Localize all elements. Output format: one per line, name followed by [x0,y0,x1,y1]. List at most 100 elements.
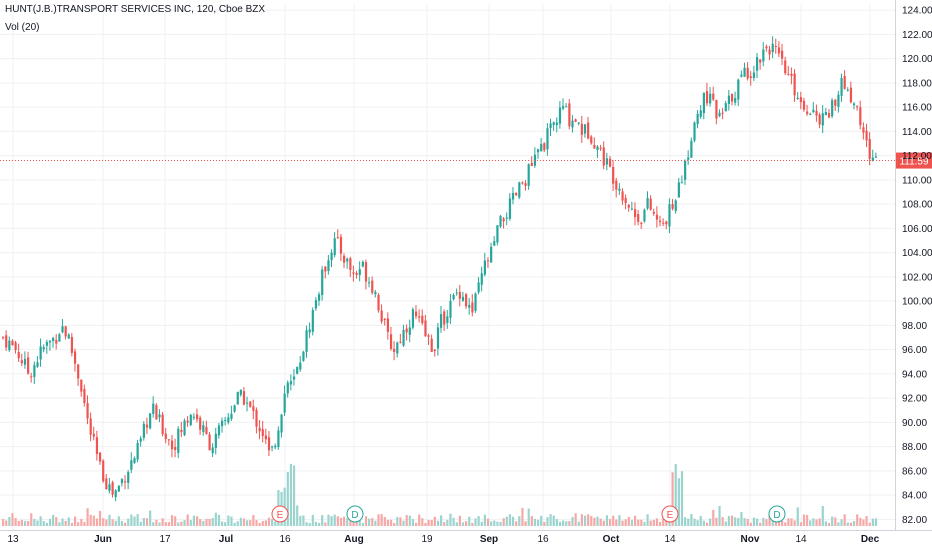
volume-bar [92,515,95,526]
candle-body [117,485,120,492]
candle-body [734,98,737,103]
volume-bar [158,522,161,526]
candle-body [108,484,111,491]
volume-bar [205,518,208,526]
volume-bar [58,522,61,526]
x-tick-label: 17 [159,534,171,545]
volume-bar [105,519,108,526]
candle-body [508,198,512,219]
volume-bar [355,521,358,526]
volume-bar [142,517,145,526]
volume-bars [2,463,878,526]
volume-bar [730,515,734,526]
volume-bar [865,516,868,526]
candle-body [405,328,408,333]
volume-bar [70,522,74,526]
candle-body [809,114,812,116]
candle-body [812,109,815,113]
candle-body [468,304,471,308]
candle-body [643,209,646,222]
volume-bar [837,522,840,526]
candle-body [496,225,499,243]
last-price-badge [896,152,932,169]
candle-body [136,442,139,460]
event-marker-circle [346,505,364,523]
candle-body [787,73,790,75]
volume-bar [743,518,746,526]
volume-bar [511,516,515,526]
volume-bar [380,514,383,526]
volume-bar [818,518,821,526]
volume-bar [502,518,505,526]
volume-bar [436,520,440,526]
volume-bar [45,522,48,526]
candle-body [58,334,61,342]
volume-bar [524,521,527,526]
volume-bar [258,522,261,526]
candle-body [383,318,386,320]
volume-bar [649,520,652,526]
last-price-label: 111.59 [899,157,929,168]
volume-bar [843,514,846,526]
volume-bar [471,522,474,526]
volume-bar [827,522,831,526]
candle-body [374,291,377,295]
candle-body [655,214,659,220]
candle-body [389,334,393,349]
volume-bar [30,513,33,526]
volume-bar [330,516,333,526]
volume-bar [152,522,155,526]
candle-body [14,342,17,351]
candle-body [436,327,440,349]
symbol-title[interactable]: HUNT(J.B.)TRANSPORT SERVICES INC, 120, C… [5,4,266,15]
candle-body [521,182,524,184]
candle-body [170,440,174,450]
candle-body [161,414,164,435]
x-tick-label: 14 [795,534,807,545]
volume-bar [414,522,418,526]
candle-body [674,200,677,211]
volume-bar [752,517,756,526]
candle-body [743,67,746,77]
y-tick-label: 86.00 [902,466,927,477]
y-tick-label: 114.00 [902,127,932,138]
volume-bar [455,522,458,526]
candle-body [271,446,274,448]
candle-body [749,76,752,78]
volume-bar [170,515,174,526]
dividend-marker[interactable]: D [346,505,364,523]
dividend-marker[interactable]: D [768,505,786,523]
volume-bar [608,519,612,526]
volume-bar [774,520,777,526]
candle-body [527,164,530,186]
volume-bar [124,522,127,526]
candle-body [95,437,99,454]
volume-bar [252,514,255,526]
candle-body [317,294,321,301]
volume-bar [39,516,42,526]
volume-legend[interactable]: Vol (20) [5,22,40,33]
earnings-marker[interactable]: E [271,505,289,523]
candle-body [705,91,709,104]
candle-body [42,347,45,350]
volume-bar [186,514,189,526]
volume-bar [227,515,230,526]
volume-bar [393,522,396,526]
volume-bar [712,509,715,526]
volume-bar [546,517,549,526]
candle-body [289,381,293,385]
y-tick-label: 82.00 [902,515,927,526]
volume-bar [311,514,314,526]
candle-body [590,136,593,144]
earnings-marker[interactable]: E [661,505,679,523]
volume-bar [224,522,227,526]
volume-bar [499,521,502,526]
volume-bar [98,510,102,526]
candle-body [274,445,277,448]
volume-bar [208,518,211,526]
candle-body [343,255,346,263]
